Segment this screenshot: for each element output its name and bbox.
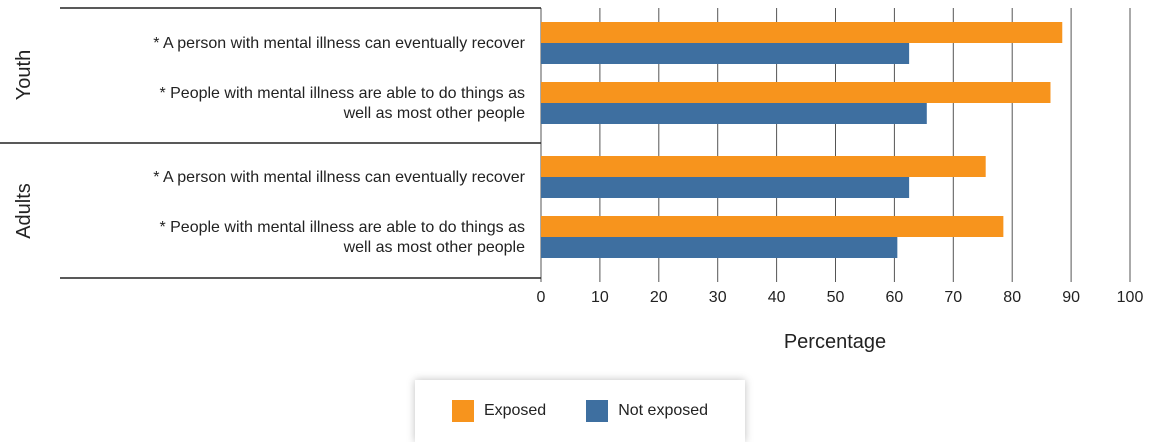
- category-label: well as most other people: [343, 105, 526, 122]
- bar: [541, 82, 1051, 103]
- x-tick-labels: 0 10 20 30 40 50 60 70 80 90 100: [537, 289, 1144, 306]
- x-tick-label: 40: [768, 289, 786, 306]
- x-tick-label: 80: [1003, 289, 1021, 306]
- chart-frame: [0, 7, 541, 279]
- legend: Exposed Not exposed: [415, 380, 745, 442]
- legend-label-not-exposed: Not exposed: [618, 402, 709, 419]
- bar: [541, 43, 910, 64]
- x-tick-label: 50: [827, 289, 845, 306]
- category-label: * People with mental illness are able to…: [159, 219, 525, 236]
- category-label: well as most other people: [343, 239, 526, 256]
- bar: [541, 103, 927, 124]
- legend-item-not-exposed: Not exposed: [586, 400, 708, 422]
- x-tick-label: 60: [886, 289, 904, 306]
- x-tick-label: 20: [650, 289, 668, 306]
- bar: [541, 22, 1063, 43]
- x-tick-label: 30: [709, 289, 727, 306]
- category-label: * A person with mental illness can event…: [153, 169, 525, 186]
- x-tick-label: 70: [944, 289, 962, 306]
- bar: [541, 216, 1004, 237]
- bar-chart: Youth Adults * A person with mental illne…: [0, 7, 1144, 353]
- category-labels: * A person with mental illness can event…: [153, 35, 525, 256]
- legend-label-exposed: Exposed: [483, 402, 547, 419]
- x-tick-label: 90: [1062, 289, 1080, 306]
- category-label: * People with mental illness are able to…: [159, 85, 525, 102]
- x-axis-title: Percentage: [784, 331, 886, 353]
- legend-item-exposed: Exposed: [451, 400, 547, 422]
- bars: [541, 22, 1063, 258]
- bar: [541, 237, 898, 258]
- bar: [541, 177, 910, 198]
- legend-swatch-not-exposed: [586, 400, 609, 422]
- group-label: Adults: [13, 183, 35, 239]
- group-labels: Youth Adults: [13, 50, 35, 239]
- x-tick-label: 0: [537, 289, 546, 306]
- x-tick-label: 10: [591, 289, 609, 306]
- x-tick-label: 100: [1117, 289, 1144, 306]
- category-label: * A person with mental illness can event…: [153, 35, 525, 52]
- legend-swatch-exposed: [451, 400, 474, 422]
- group-label: Youth: [13, 50, 35, 100]
- bar: [541, 156, 986, 177]
